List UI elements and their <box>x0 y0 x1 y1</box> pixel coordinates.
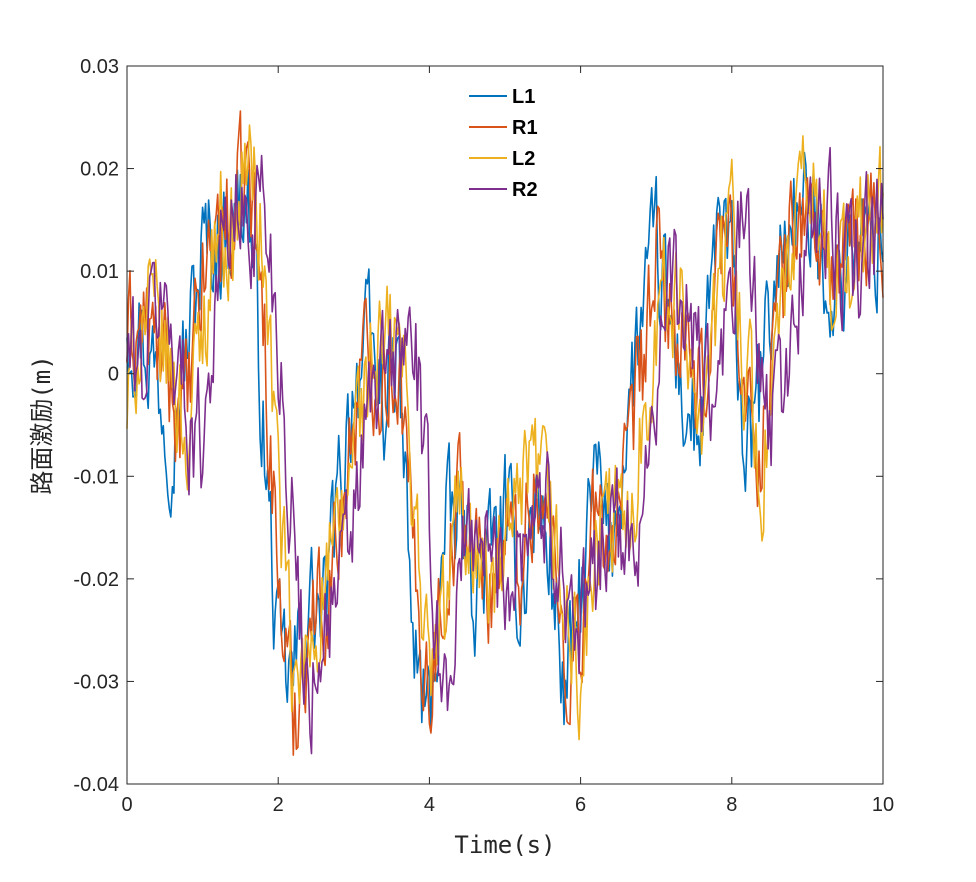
x-tick-label: 2 <box>273 794 284 816</box>
legend-label-R1: R1 <box>512 117 538 139</box>
x-axis-title: Time(s) <box>454 831 555 859</box>
legend-label-L1: L1 <box>512 86 535 108</box>
x-tick-label: 4 <box>424 794 435 816</box>
legend-label-L2: L2 <box>512 148 535 170</box>
y-tick-label: -0.01 <box>73 466 119 488</box>
y-tick-label: -0.03 <box>73 671 119 693</box>
series-line-L2 <box>126 124 884 741</box>
y-tick-label: 0 <box>108 364 119 386</box>
y-tick-label: -0.02 <box>73 569 119 591</box>
x-tick-label: 0 <box>121 794 132 816</box>
x-tick-label: 6 <box>575 794 586 816</box>
legend-box <box>462 80 562 208</box>
axes-box <box>126 65 884 785</box>
legend-items: L1 R1 L2 R2 <box>469 86 538 201</box>
y-tick-label: 0.03 <box>80 56 119 78</box>
y-tick-label: -0.04 <box>73 774 119 796</box>
legend: L1 R1 L2 R2 <box>462 80 562 208</box>
y-axis-title: 路面激励(m) <box>28 355 56 494</box>
series-line-R2 <box>126 146 884 755</box>
series-layer <box>126 110 884 756</box>
y-tick-label: 0.02 <box>80 159 119 181</box>
tick-layer: 0 2 4 6 8 10 -0.04 -0.03 -0.02 -0.01 0 0.01 0.02 0.03 <box>73 56 894 816</box>
x-tick-label: 8 <box>726 794 737 816</box>
y-tick-label: 0.01 <box>80 261 119 283</box>
legend-label-R2: R2 <box>512 179 538 201</box>
x-tick-label: 10 <box>872 794 894 816</box>
